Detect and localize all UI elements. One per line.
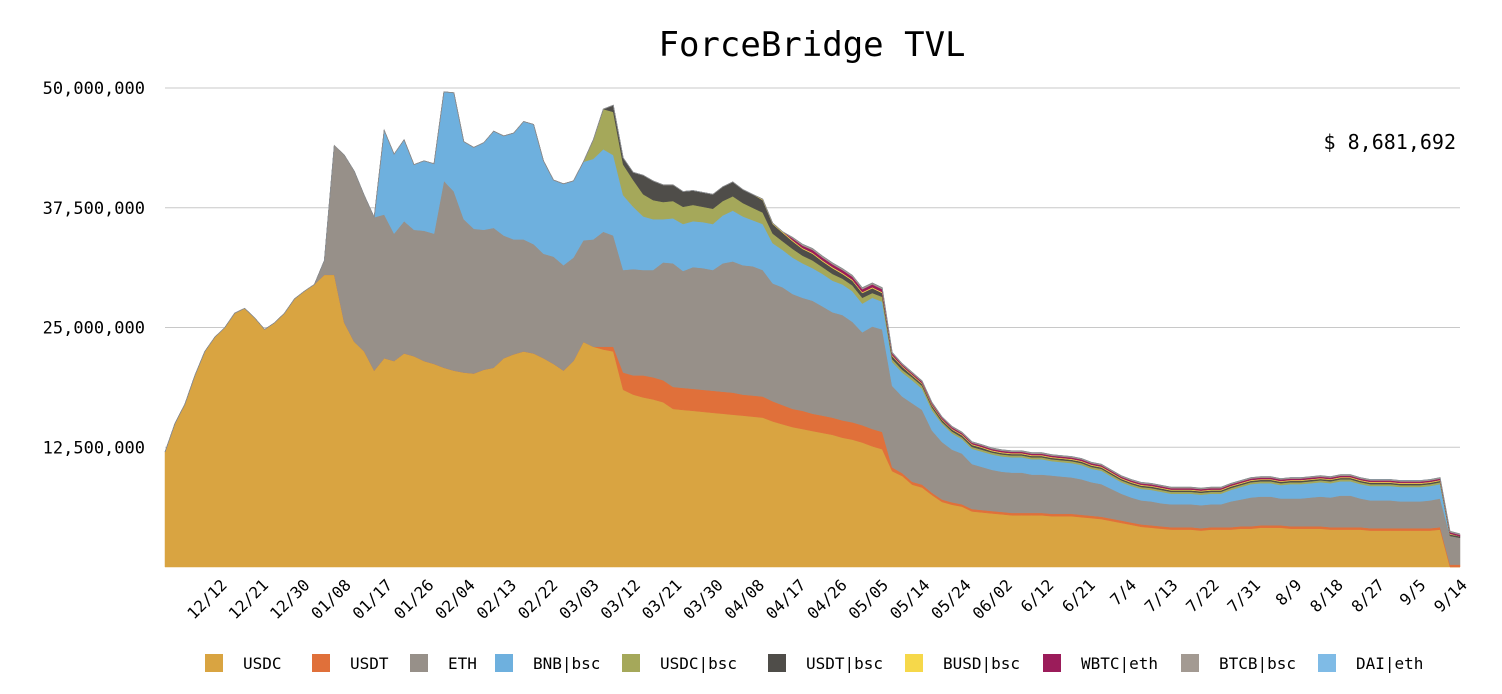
x-tick-label: 9/14 [1430,575,1471,616]
x-tick-label: 02/04 [431,575,478,622]
legend-item[interactable]: USDC [205,654,282,673]
x-tick-label: 03/12 [597,575,644,622]
x-tick-label: 8/9 [1272,575,1306,609]
legend-swatch [410,654,428,672]
legend-label: USDC [243,654,282,673]
x-tick-label: 03/03 [555,575,602,622]
legend-swatch [312,654,330,672]
x-axis: 12/1212/2112/3001/0801/1701/2602/0402/13… [183,575,1470,622]
legend-item[interactable]: USDT|bsc [768,654,883,673]
x-tick-label: 7/31 [1223,575,1264,616]
legend-swatch [1318,654,1336,672]
x-tick-label: 12/30 [266,575,313,622]
x-tick-label: 04/26 [803,575,850,622]
legend-item[interactable]: BUSD|bsc [905,654,1020,673]
area-series-group [164,91,1461,568]
x-tick-label: 7/13 [1141,575,1182,616]
y-tick-label: 37,500,000 [43,199,145,219]
x-tick-label: 7/4 [1106,575,1140,609]
legend-label: USDT|bsc [806,654,883,673]
legend-label: BTCB|bsc [1219,654,1296,673]
legend-swatch [495,654,513,672]
legend-label: BUSD|bsc [943,654,1020,673]
legend: USDC USDT ETH BNB|bsc USDC|bsc USDT|bsc BUSD|b… [205,654,1423,673]
chart-title: ForceBridge TVL [658,25,965,65]
x-tick-label: 02/22 [514,575,561,622]
y-tick-label: 25,000,000 [43,319,145,339]
x-tick-label: 7/22 [1182,575,1223,616]
x-tick-label: 8/18 [1306,575,1347,616]
legend-swatch [622,654,640,672]
legend-label: ETH [448,654,477,673]
x-tick-label: 03/21 [638,575,685,622]
x-tick-label: 06/02 [969,575,1016,622]
legend-item[interactable]: USDT [312,654,389,673]
x-tick-label: 05/24 [927,575,974,622]
x-tick-label: 04/17 [762,575,809,622]
x-tick-label: 01/08 [307,575,354,622]
legend-swatch [905,654,923,672]
y-axis: 12,500,000 25,000,000 37,500,000 50,000,000 [43,79,145,458]
legend-item[interactable]: USDC|bsc [622,654,737,673]
legend-label: USDC|bsc [660,654,737,673]
total-value-label: $ 8,681,692 [1324,130,1456,154]
legend-item[interactable]: BNB|bsc [495,654,600,673]
total-outline [164,91,1461,535]
legend-item[interactable]: WBTC|eth [1043,654,1158,673]
legend-swatch [768,654,786,672]
legend-label: WBTC|eth [1081,654,1158,673]
x-tick-label: 05/14 [886,575,933,622]
legend-item[interactable]: DAI|eth [1318,654,1423,673]
y-tick-label: 12,500,000 [43,438,145,458]
x-tick-label: 02/13 [473,575,520,622]
x-tick-label: 05/05 [845,575,892,622]
legend-swatch [1043,654,1061,672]
legend-swatch [1181,654,1199,672]
legend-item[interactable]: ETH [410,654,477,673]
legend-swatch [205,654,223,672]
x-tick-label: 12/12 [183,575,230,622]
x-tick-label: 12/21 [225,575,272,622]
x-tick-label: 03/30 [679,575,726,622]
legend-item[interactable]: BTCB|bsc [1181,654,1296,673]
x-tick-label: 8/27 [1347,575,1388,616]
legend-label: DAI|eth [1356,654,1423,673]
x-tick-label: 01/17 [349,575,396,622]
x-tick-label: 6/12 [1017,575,1058,616]
legend-label: USDT [350,654,389,673]
y-tick-label: 50,000,000 [43,79,145,99]
x-tick-label: 6/21 [1058,575,1099,616]
legend-label: BNB|bsc [533,654,600,673]
x-tick-label: 04/08 [721,575,768,622]
x-tick-label: 9/5 [1396,575,1430,609]
x-tick-label: 01/26 [390,575,437,622]
